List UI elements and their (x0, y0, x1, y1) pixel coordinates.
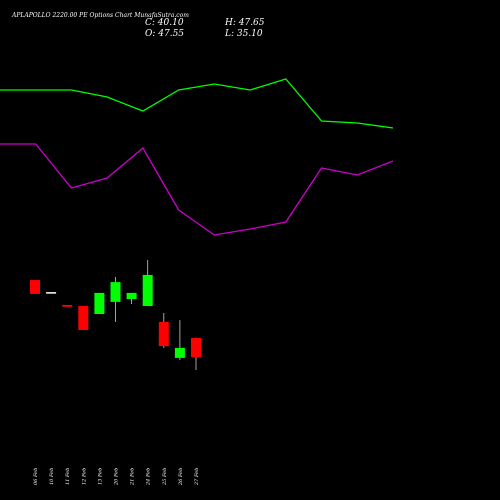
candle-body (191, 338, 201, 358)
line-series (0, 78, 394, 129)
candle-body (78, 306, 89, 330)
x-tick-label: 06 Feb (33, 468, 39, 485)
x-tick-label: 13 Feb (97, 468, 103, 485)
stat: C: 40.10 (145, 18, 184, 28)
stat: L: 35.10 (224, 29, 263, 39)
x-tick-label: 24 Feb (146, 468, 152, 486)
x-tick-label: 20 Feb (114, 468, 120, 486)
chart-title: APLAPOLLO 2220.00 PE Options Chart Munaf… (11, 12, 189, 19)
candle-body (158, 321, 169, 347)
stat: H: 47.65 (224, 18, 265, 28)
candle-body (142, 274, 153, 307)
line-series (0, 143, 394, 236)
candle-body (46, 292, 57, 294)
x-tick-label: 26 Feb (178, 468, 184, 486)
candle-body (30, 280, 40, 294)
x-tick-label: 27 Feb (194, 468, 200, 486)
candle-body (62, 304, 73, 307)
stat: O: 47.55 (145, 29, 184, 39)
candle-body (126, 292, 137, 300)
x-tick-label: 10 Feb (49, 468, 55, 485)
x-tick-label: 25 Feb (162, 468, 168, 486)
x-tick-label: 12 Feb (81, 468, 87, 485)
x-tick-label: 21 Feb (130, 468, 136, 486)
candle-body (94, 292, 105, 314)
x-tick-label: 11 Feb (65, 468, 71, 485)
candle-body (174, 347, 185, 358)
candle-body (110, 282, 121, 302)
